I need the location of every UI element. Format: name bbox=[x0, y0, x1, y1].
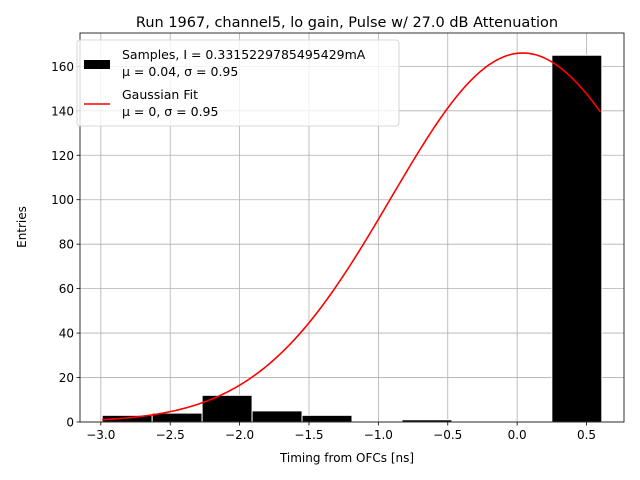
y-tick-label: 0 bbox=[66, 416, 74, 430]
x-axis-ticks: −3.0 −2.5 −2.0 −1.5 −1.0 −0.5 0.0 0.5 bbox=[86, 422, 596, 442]
y-tick-label: 60 bbox=[59, 282, 74, 296]
x-tick-label: −1.5 bbox=[294, 428, 323, 442]
y-axis-label: Entries bbox=[15, 206, 29, 248]
legend-swatch-samples bbox=[84, 60, 110, 69]
y-tick-label: 140 bbox=[51, 104, 74, 118]
legend-label-samples: Samples, I = 0.3315229785495429mA bbox=[122, 47, 366, 62]
x-tick-label: 0.5 bbox=[577, 428, 596, 442]
x-tick-label: 0.0 bbox=[508, 428, 527, 442]
legend-label-fit-stats: μ = 0, σ = 0.95 bbox=[122, 104, 218, 119]
histogram-bar bbox=[251, 410, 303, 423]
chart-title: Run 1967, channel5, lo gain, Pulse w/ 27… bbox=[136, 15, 558, 31]
x-axis-label: Timing from OFCs [ns] bbox=[279, 451, 414, 465]
x-tick-label: −2.0 bbox=[225, 428, 254, 442]
y-tick-label: 100 bbox=[51, 193, 74, 207]
histogram-bar bbox=[551, 54, 603, 423]
x-tick-label: −0.5 bbox=[433, 428, 462, 442]
x-tick-label: −3.0 bbox=[86, 428, 115, 442]
y-tick-label: 20 bbox=[59, 371, 74, 385]
x-tick-label: −2.5 bbox=[156, 428, 185, 442]
y-tick-label: 160 bbox=[51, 60, 74, 74]
x-tick-label: −1.0 bbox=[364, 428, 393, 442]
y-axis-ticks: 0 20 40 60 80 100 120 140 160 bbox=[51, 60, 80, 430]
legend-box bbox=[76, 39, 400, 127]
y-tick-label: 40 bbox=[59, 327, 74, 341]
histogram-bar bbox=[301, 414, 353, 423]
y-tick-label: 80 bbox=[59, 238, 74, 252]
histogram-bars bbox=[101, 54, 603, 423]
legend-label-fit: Gaussian Fit bbox=[122, 87, 198, 102]
legend: Samples, I = 0.3315229785495429mA μ = 0.… bbox=[76, 39, 400, 127]
plot-frame bbox=[79, 32, 625, 423]
legend-label-samples-stats: μ = 0.04, σ = 0.95 bbox=[122, 64, 238, 79]
y-tick-label: 120 bbox=[51, 149, 74, 163]
gaussian-fit-curve bbox=[102, 52, 602, 421]
